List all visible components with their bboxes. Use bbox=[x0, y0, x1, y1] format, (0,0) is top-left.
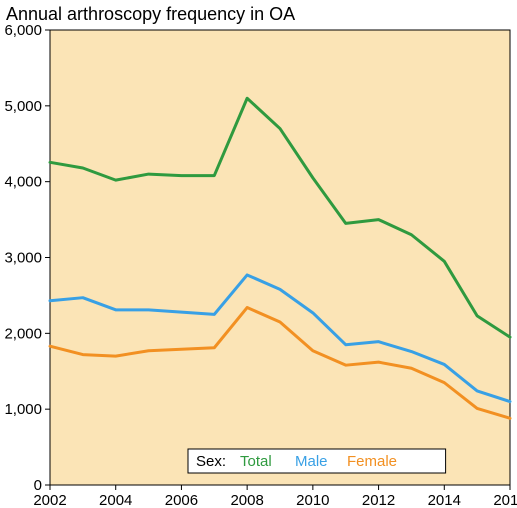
y-tick-label: 3,000 bbox=[4, 250, 42, 267]
x-tick-label: 2006 bbox=[165, 492, 198, 508]
x-tick-label: 2016 bbox=[493, 492, 517, 508]
legend-item-total: Total bbox=[240, 453, 272, 470]
x-tick-label: 2012 bbox=[362, 492, 395, 508]
x-tick-label: 2014 bbox=[428, 492, 461, 508]
legend-item-male: Male bbox=[295, 453, 328, 470]
y-tick-label: 4,000 bbox=[4, 174, 42, 191]
x-tick-label: 2010 bbox=[296, 492, 329, 508]
x-tick-label: 2008 bbox=[230, 492, 263, 508]
chart-container: Annual arthroscopy frequency in OA 01,00… bbox=[0, 0, 517, 508]
x-tick-label: 2004 bbox=[99, 492, 132, 508]
y-tick-label: 5,000 bbox=[4, 98, 42, 115]
y-tick-label: 1,000 bbox=[4, 401, 42, 418]
x-tick-label: 2002 bbox=[33, 492, 66, 508]
y-tick-label: 2,000 bbox=[4, 325, 42, 342]
y-tick-label: 6,000 bbox=[4, 22, 42, 39]
chart-svg: 01,0002,0003,0004,0005,0006,000200220042… bbox=[0, 0, 517, 508]
legend-item-female: Female bbox=[347, 453, 397, 470]
legend-title: Sex: bbox=[196, 453, 226, 470]
